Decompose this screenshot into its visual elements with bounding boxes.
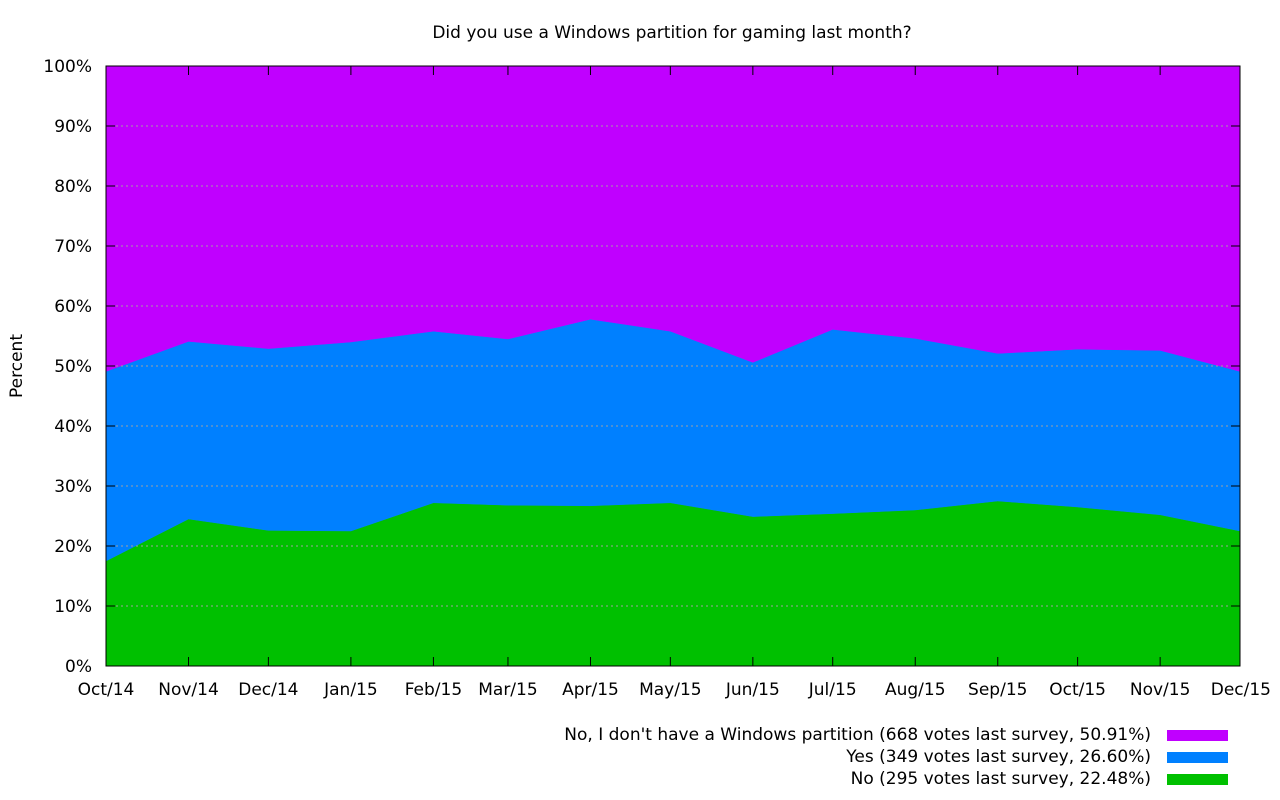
y-tick-label: 60% [54, 297, 92, 317]
legend-swatch [1167, 729, 1228, 741]
x-tick-label: May/15 [639, 680, 702, 700]
y-tick-label: 70% [54, 237, 92, 257]
x-tick-label: Jul/15 [808, 680, 857, 700]
y-tick-label: 30% [54, 477, 92, 497]
area-series-2 [105, 65, 1241, 372]
y-tick-label: 0% [65, 657, 92, 677]
y-axis-label: Percent [7, 334, 27, 398]
x-tick-label: Dec/15 [1211, 680, 1271, 700]
x-tick-label: Nov/15 [1130, 680, 1191, 700]
y-tick-label: 40% [54, 417, 92, 437]
x-tick-label: Sep/15 [968, 680, 1027, 700]
x-tick-label: Jun/15 [725, 680, 780, 700]
x-tick-label: Dec/14 [238, 680, 298, 700]
x-tick-label: Feb/15 [405, 680, 462, 700]
x-tick-label: Aug/15 [885, 680, 946, 700]
x-tick-label: Jan/15 [323, 680, 378, 700]
legend-item: No (295 votes last survey, 22.48%) [564, 768, 1228, 790]
x-tick-label: Nov/14 [158, 680, 219, 700]
legend-item: Yes (349 votes last survey, 26.60%) [564, 746, 1228, 768]
legend-label: Yes (349 votes last survey, 26.60%) [846, 747, 1151, 767]
y-tick-label: 100% [43, 57, 92, 77]
legend: No, I don't have a Windows partition (66… [564, 724, 1228, 790]
x-tick-label: Oct/15 [1049, 680, 1106, 700]
y-tick-label: 20% [54, 537, 92, 557]
legend-label: No (295 votes last survey, 22.48%) [850, 769, 1151, 789]
y-tick-label: 80% [54, 177, 92, 197]
y-axis-ticks: 0% 10% 20% 30% 40% 50% 60% 70% 80% 90% 100% [43, 57, 1240, 677]
y-tick-label: 10% [54, 597, 92, 617]
x-tick-label: Apr/15 [562, 680, 619, 700]
gridlines [106, 125, 1240, 607]
y-tick-label: 90% [54, 117, 92, 137]
chart-title: Did you use a Windows partition for gami… [432, 23, 911, 43]
legend-item: No, I don't have a Windows partition (66… [564, 724, 1228, 746]
legend-label: No, I don't have a Windows partition (66… [564, 725, 1151, 745]
legend-swatch [1167, 751, 1228, 763]
legend-swatch [1167, 773, 1228, 785]
y-tick-label: 50% [54, 357, 92, 377]
x-tick-label: Mar/15 [478, 680, 537, 700]
stacked-areas [105, 65, 1241, 667]
x-tick-label: Oct/14 [78, 680, 135, 700]
x-axis-ticks: Oct/14 Nov/14 Dec/14 Jan/15 Feb/15 Mar/15 Apr/… [78, 66, 1271, 700]
